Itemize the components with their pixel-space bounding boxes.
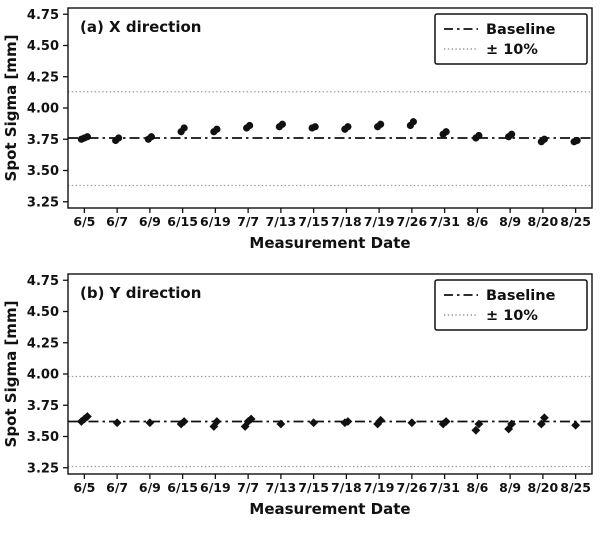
x-tick-label: 7/18 [331, 214, 362, 229]
x-tick-label: 6/7 [106, 214, 128, 229]
data-point [475, 131, 483, 140]
data-point [409, 118, 417, 126]
data-point [311, 123, 319, 131]
data-point [115, 134, 123, 142]
x-tick-label: 6/9 [139, 214, 161, 229]
x-tick-label: 7/13 [266, 214, 297, 229]
data-point [407, 418, 417, 428]
y-tick-label: 3.75 [27, 399, 59, 414]
data-point [377, 120, 385, 128]
panel-label: (b) Y direction [80, 284, 201, 302]
x-tick-label: 6/19 [200, 480, 231, 495]
panel-label: (a) X direction [80, 18, 201, 36]
data-point [373, 419, 383, 429]
y-tick-label: 4.00 [27, 368, 59, 383]
y-tick-label: 3.75 [27, 133, 59, 148]
legend-label: ± 10% [486, 308, 538, 324]
chart-svg-y-direction: 3.25 3.50 3.75 4.00 4.25 4.50 4.75 6/5 6/7 6/9 6/1… [0, 266, 602, 532]
data-point [213, 125, 221, 133]
x-tick-label: 7/26 [397, 480, 428, 495]
y-tick-label: 4.75 [27, 274, 59, 289]
x-tick-label: 7/18 [331, 480, 362, 495]
y-tick-label: 4.00 [27, 102, 59, 117]
y-tick-label: 3.50 [27, 164, 59, 179]
chart-svg-x-direction: 3.25 3.50 3.75 4.00 4.25 4.50 4.75 6/5 6/7 6/9 6/1… [0, 0, 602, 266]
x-tick-label: 6/15 [167, 480, 198, 495]
data-point [540, 135, 548, 143]
x-tick-label: 7/31 [429, 214, 460, 229]
y-tick-label: 4.75 [27, 8, 59, 23]
x-tick-label: 8/25 [560, 214, 591, 229]
x-tick-label: 7/19 [364, 214, 395, 229]
legend-label: ± 10% [486, 42, 538, 58]
x-tick-label: 7/7 [237, 480, 259, 495]
x-tick-label: 7/31 [429, 480, 460, 495]
y-tick-label: 3.50 [27, 430, 59, 445]
x-tick-label: 7/15 [298, 214, 329, 229]
chart-panel-y-direction: 3.25 3.50 3.75 4.00 4.25 4.50 4.75 6/5 6/7 6/9 6/1… [0, 266, 602, 532]
x-tick-label: 6/9 [139, 480, 161, 495]
x-tick-label: 7/13 [266, 480, 297, 495]
x-tick-label: 6/5 [73, 214, 95, 229]
data-point [474, 419, 484, 429]
legend-label: Baseline [486, 22, 556, 38]
data-point [376, 415, 386, 425]
x-tick-label: 6/5 [73, 480, 95, 495]
data-point [246, 121, 254, 130]
data-point [309, 418, 319, 428]
data-point [83, 133, 91, 141]
y-tick-label: 3.25 [27, 461, 59, 476]
data-point [147, 133, 155, 141]
y-tick-label: 4.50 [27, 305, 59, 320]
chart-panel-x-direction: 3.25 3.50 3.75 4.00 4.25 4.50 4.75 6/5 6/7 6/9 6/1… [0, 0, 602, 266]
x-tick-label: 8/20 [528, 480, 559, 495]
x-tick-label: 8/6 [466, 214, 488, 229]
data-point [276, 419, 286, 429]
x-tick-label: 6/7 [106, 480, 128, 495]
y-tick-label: 4.25 [27, 70, 59, 85]
data-point [438, 419, 448, 429]
legend-box [434, 13, 588, 65]
data-point [441, 417, 451, 426]
y-tick-label: 4.25 [27, 336, 59, 351]
x-tick-label: 7/7 [237, 214, 259, 229]
x-tick-label: 7/26 [397, 214, 428, 229]
x-tick-label: 8/9 [499, 480, 521, 495]
data-point [278, 120, 286, 128]
y-tick-label: 4.50 [27, 39, 59, 54]
x-tick-label: 6/15 [167, 214, 198, 229]
legend-box [434, 279, 588, 331]
data-point [508, 130, 516, 138]
x-axis-label: Measurement Date [249, 234, 410, 252]
data-point [442, 128, 450, 136]
data-point [344, 123, 352, 131]
x-tick-label: 7/19 [364, 480, 395, 495]
y-axis-label: Spot Sigma [mm] [2, 35, 20, 182]
data-point [471, 425, 481, 435]
y-axis-label: Spot Sigma [mm] [2, 301, 20, 448]
legend-label: Baseline [486, 288, 556, 304]
x-tick-label: 8/9 [499, 214, 521, 229]
data-point [180, 124, 188, 132]
x-tick-label: 8/6 [466, 480, 488, 495]
x-tick-label: 8/20 [528, 214, 559, 229]
x-axis-label: Measurement Date [249, 500, 410, 518]
x-tick-label: 6/19 [200, 214, 231, 229]
data-point [343, 417, 353, 426]
data-point [573, 136, 581, 145]
x-tick-label: 7/15 [298, 480, 329, 495]
x-tick-label: 8/25 [560, 480, 591, 495]
y-tick-label: 3.25 [27, 195, 59, 210]
